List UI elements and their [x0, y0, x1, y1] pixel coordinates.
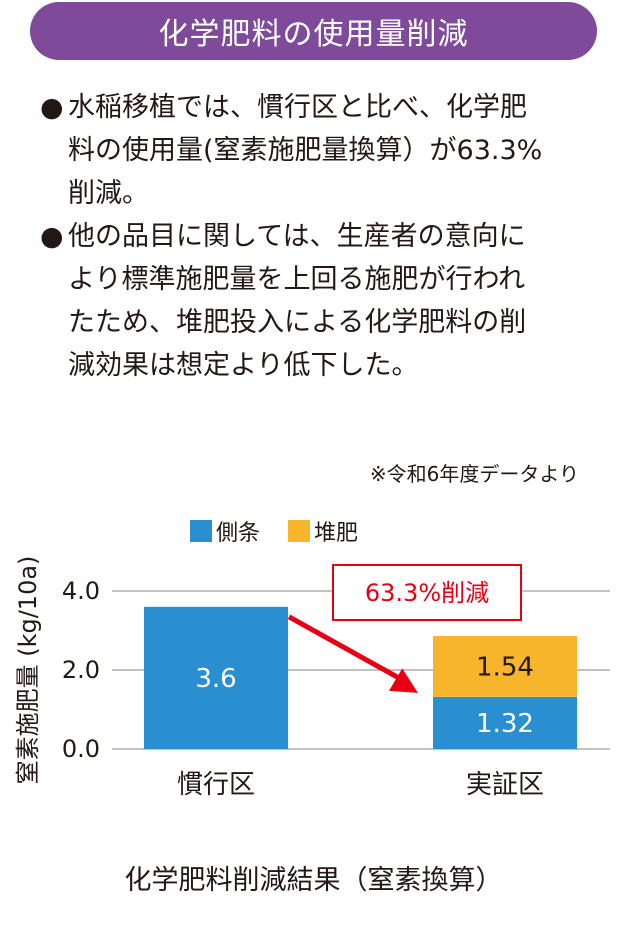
- stacked-bar-chart: 0.0 2.0 4.0 窒素施肥量 (kg/10a) 3.6 慣行区 1.32 1.54 実証区…: [14, 556, 610, 800]
- x-tick-label: 実証区: [466, 770, 544, 800]
- legend-item-compost: 堆肥: [288, 515, 358, 547]
- bullet-line: 水稲移植では、慣行区と比べ、化学肥: [68, 92, 527, 123]
- bullet-item: ● 水稲移植では、慣行区と比べ、化学肥 料の使用量(窒素施肥量換算）が63.3%…: [40, 86, 600, 215]
- data-source-note: ※令和6年度データより: [369, 462, 579, 486]
- y-tick-label: 0.0: [62, 735, 100, 763]
- bullet-line: 他の品目に関しては、生産者の意向に: [68, 221, 526, 252]
- bullet-list: ● 水稲移植では、慣行区と比べ、化学肥 料の使用量(窒素施肥量換算）が63.3%…: [40, 86, 600, 387]
- x-tick-label: 慣行区: [177, 770, 255, 800]
- bullet-line: 削減。: [68, 178, 149, 209]
- reduction-arrow-head: [389, 668, 418, 693]
- legend-item-side-dressing: 側条: [190, 515, 260, 547]
- y-axis-label: 窒素施肥量 (kg/10a): [14, 556, 42, 785]
- bullet-line: 減効果は想定より低下した。: [68, 350, 419, 381]
- legend-label-side-dressing: 側条: [216, 521, 261, 546]
- bullet-mark: ●: [40, 92, 64, 123]
- bar-segment: [144, 606, 288, 749]
- legend-label-compost: 堆肥: [314, 521, 359, 546]
- y-tick-label: 2.0: [62, 656, 100, 684]
- page-title: 化学肥料の使用量削減: [158, 17, 469, 52]
- legend-swatch-compost: [288, 520, 311, 542]
- y-tick-label: 4.0: [62, 577, 100, 605]
- bar-value-label: 1.32: [476, 709, 534, 739]
- chart-legend: 側条 堆肥: [190, 515, 386, 547]
- chart-caption: 化学肥料削減結果（窒素換算）: [124, 865, 503, 896]
- reduction-arrow-line: [287, 614, 406, 684]
- bullet-line: たため、堆肥投入による化学肥料の削: [68, 307, 527, 338]
- bar-value-label: 1.54: [476, 652, 534, 682]
- bullet-item: ● 他の品目に関しては、生産者の意向に より標準施肥量を上回る施肥が行われ たた…: [40, 215, 600, 387]
- bar-value-label: 3.6: [195, 664, 236, 694]
- reduction-annotation-box: [332, 564, 522, 621]
- reduction-annotation-text: 63.3%削減: [365, 579, 489, 607]
- bar-segment: [433, 696, 577, 749]
- bar-segment: [433, 636, 577, 697]
- bullet-mark: ●: [40, 221, 64, 252]
- bullet-line: より標準施肥量を上回る施肥が行われ: [68, 264, 526, 295]
- title-banner: 化学肥料の使用量削減: [30, 2, 597, 60]
- legend-swatch-side-dressing: [190, 520, 212, 542]
- bullet-line: 料の使用量(窒素施肥量換算）が63.3%: [68, 135, 543, 166]
